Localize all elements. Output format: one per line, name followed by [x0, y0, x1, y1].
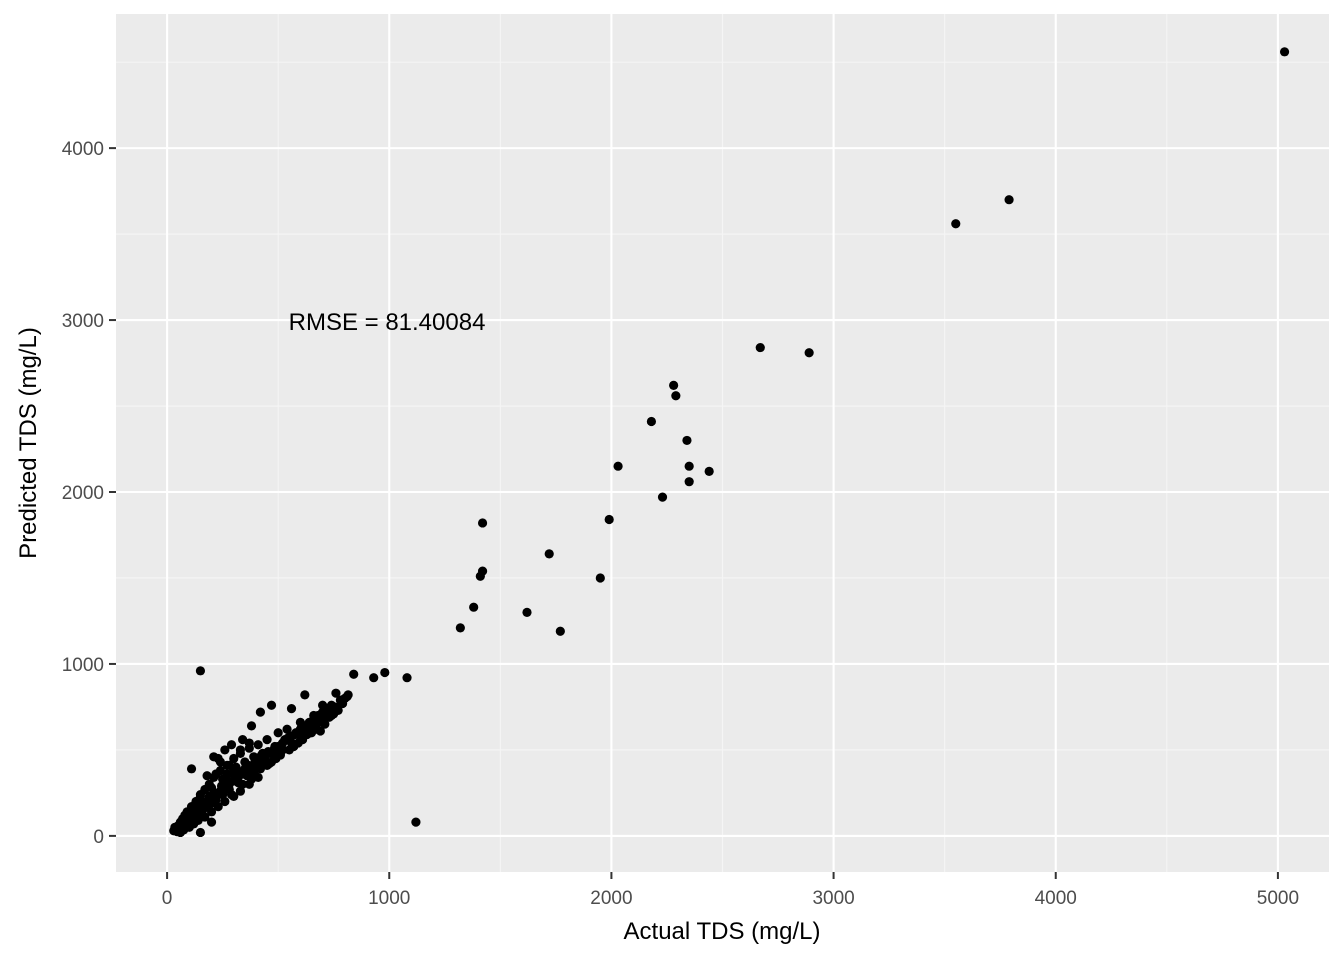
data-point [255, 707, 266, 717]
y-tick-label: 3000 [62, 311, 104, 332]
data-point [311, 724, 321, 734]
data-point [613, 461, 623, 471]
data-point [198, 798, 208, 808]
y-tick-label: 1000 [62, 655, 104, 676]
data-point [220, 745, 230, 755]
data-point [657, 492, 668, 502]
data-point [250, 757, 260, 767]
data-point [238, 779, 248, 789]
data-point [286, 704, 297, 714]
data-point [469, 602, 479, 612]
data-point [213, 802, 223, 812]
data-point [349, 669, 359, 679]
data-point [220, 796, 230, 807]
data-point [684, 461, 694, 471]
minor-gridlines [116, 14, 1329, 872]
data-point [226, 740, 237, 750]
major-gridlines [116, 14, 1329, 872]
data-point [275, 750, 285, 760]
x-tick-label: 0 [162, 888, 173, 909]
data-point [191, 803, 201, 813]
y-tick-label: 0 [93, 827, 104, 848]
data-point [455, 623, 465, 633]
data-point [331, 688, 341, 698]
data-point [330, 702, 340, 712]
data-point [1004, 195, 1014, 205]
x-tick-label: 3000 [812, 888, 854, 909]
data-point [951, 219, 961, 229]
data-point [755, 342, 765, 353]
data-point [293, 738, 303, 748]
x-tick-label: 2000 [590, 888, 632, 909]
data-point [276, 740, 287, 750]
data-point [223, 776, 233, 786]
y-axis-title: Predicted TDS (mg/L) [15, 327, 42, 559]
data-point [209, 752, 219, 762]
y-tick-label: 2000 [62, 483, 104, 504]
data-point [646, 416, 657, 427]
data-point [195, 666, 206, 676]
x-axis: 0 1000 2000 3000 4000 5000 [162, 872, 1299, 909]
data-point [284, 745, 294, 755]
data-point [555, 626, 565, 636]
data-point [343, 690, 353, 700]
data-point [282, 724, 292, 734]
data-point [253, 740, 263, 750]
data-point [273, 728, 283, 738]
data-point [222, 769, 232, 779]
data-point [186, 764, 197, 774]
data-point [369, 673, 379, 683]
x-tick-label: 5000 [1257, 888, 1299, 909]
data-point [179, 825, 189, 835]
data-point [477, 518, 488, 528]
data-point [202, 771, 212, 781]
data-point [206, 807, 217, 817]
data-point [671, 391, 681, 401]
data-point [226, 790, 237, 800]
data-point [402, 673, 412, 683]
data-point [211, 769, 221, 779]
data-point [300, 690, 310, 700]
data-point [669, 380, 679, 390]
data-point [1279, 47, 1290, 57]
data-point [246, 721, 257, 731]
data-point [303, 722, 313, 733]
data-point [236, 767, 247, 777]
data-point [238, 735, 248, 745]
data-point [475, 571, 485, 581]
data-point [336, 697, 347, 707]
data-points [169, 47, 1290, 838]
x-axis-title: Actual TDS (mg/L) [624, 918, 821, 945]
data-point [215, 757, 226, 767]
data-point [544, 549, 554, 559]
data-point [704, 466, 714, 476]
data-point [262, 735, 272, 745]
y-axis: 0 1000 2000 3000 4000 [62, 139, 116, 848]
data-point [249, 769, 259, 779]
data-point [206, 817, 217, 827]
data-point [316, 712, 327, 722]
data-point [195, 827, 206, 838]
data-point [804, 348, 814, 358]
y-tick-label: 4000 [62, 139, 104, 160]
rmse-annotation: RMSE = 81.40084 [289, 309, 486, 336]
data-point [684, 477, 694, 487]
data-point [229, 753, 239, 764]
data-point [235, 745, 246, 755]
data-point [210, 788, 220, 798]
x-tick-label: 1000 [368, 888, 410, 909]
data-point [682, 435, 692, 446]
data-point [263, 747, 273, 757]
x-tick-label: 4000 [1035, 888, 1077, 909]
data-point [380, 667, 390, 678]
data-point [595, 573, 605, 583]
data-point [604, 514, 614, 525]
data-point [216, 781, 227, 791]
data-point [522, 607, 532, 617]
data-point [266, 700, 277, 710]
data-point [323, 707, 333, 717]
data-point [411, 817, 421, 827]
